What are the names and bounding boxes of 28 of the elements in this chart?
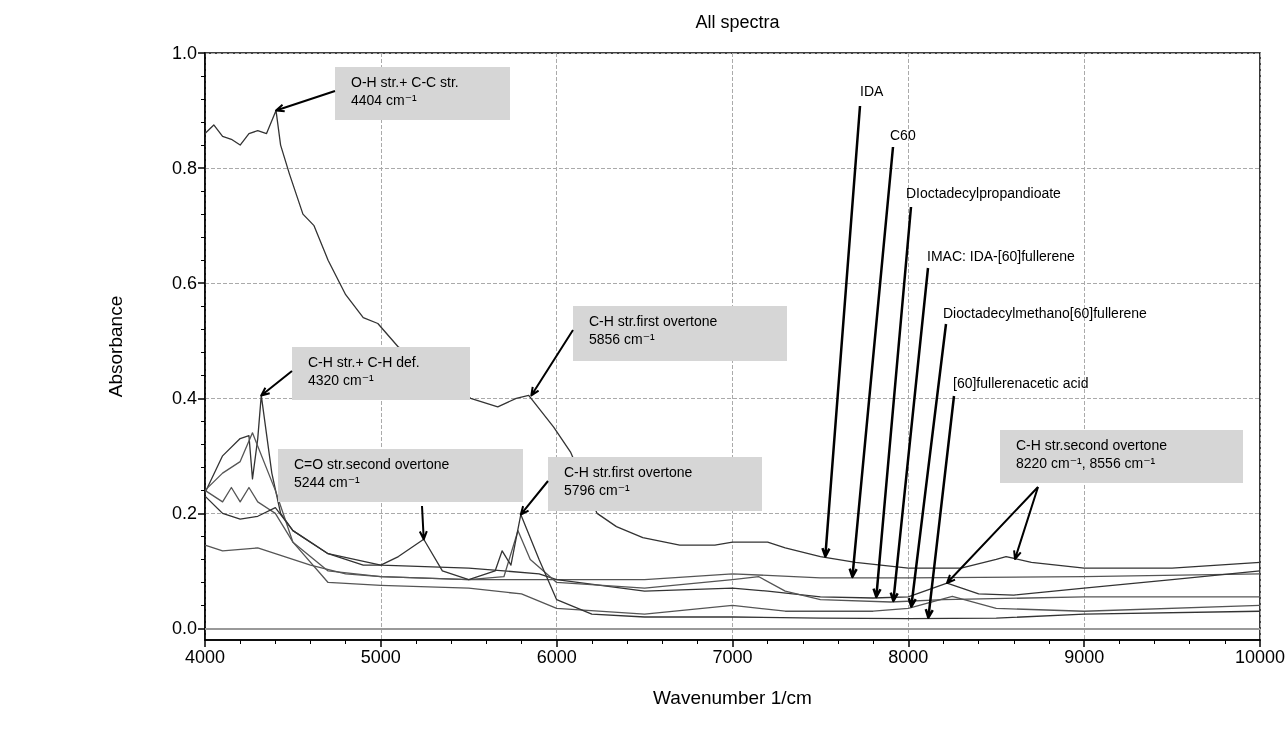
text: DIoctadecylpropandioate <box>906 185 1061 201</box>
text: IMAC: IDA-[60]fullerene <box>927 248 1075 264</box>
y-tick-label: 0.6 <box>171 273 197 294</box>
text: C60 <box>890 127 916 143</box>
annotation: C=O str.second overtone 5244 cm⁻¹ <box>294 455 450 491</box>
x-tick-label: 6000 <box>536 647 577 667</box>
y-axis-title: Absorbance <box>105 295 126 398</box>
text: Dioctadecylmethano[60]fullerene <box>943 305 1147 321</box>
chart-title: All spectra <box>695 12 781 32</box>
x-tick-label: 7000 <box>712 647 753 667</box>
annotation: O-H str.+ C-C str. 4404 cm⁻¹ <box>351 73 459 109</box>
text: IDA <box>860 83 884 99</box>
x-tick-label: 10000 <box>1234 647 1285 667</box>
x-tick-label: 5000 <box>360 647 401 667</box>
annotation: C-H str.+ C-H def. 4320 cm⁻¹ <box>308 353 420 389</box>
y-tick-label: 0.8 <box>171 158 197 179</box>
x-tick-label: 8000 <box>888 647 929 667</box>
annotation: C-H str.first overtone 5856 cm⁻¹ <box>589 312 718 348</box>
annotation: C-H str.second overtone 8220 cm⁻¹, 8556 cm⁻¹ <box>1016 436 1167 472</box>
y-tick-label: 1.0 <box>171 43 197 63</box>
y-tick-label: 0.0 <box>171 618 197 639</box>
text: [60]fullerenacetic acid <box>953 375 1089 391</box>
x-axis-title: Wavenumber 1/cm <box>653 687 812 708</box>
annotation: C-H str.first overtone 5796 cm⁻¹ <box>564 463 693 499</box>
y-tick-label: 0.2 <box>171 503 197 524</box>
y-tick-label: 0.4 <box>171 388 197 409</box>
x-tick-label: 4000 <box>184 647 226 667</box>
x-tick-label: 9000 <box>1064 647 1105 667</box>
